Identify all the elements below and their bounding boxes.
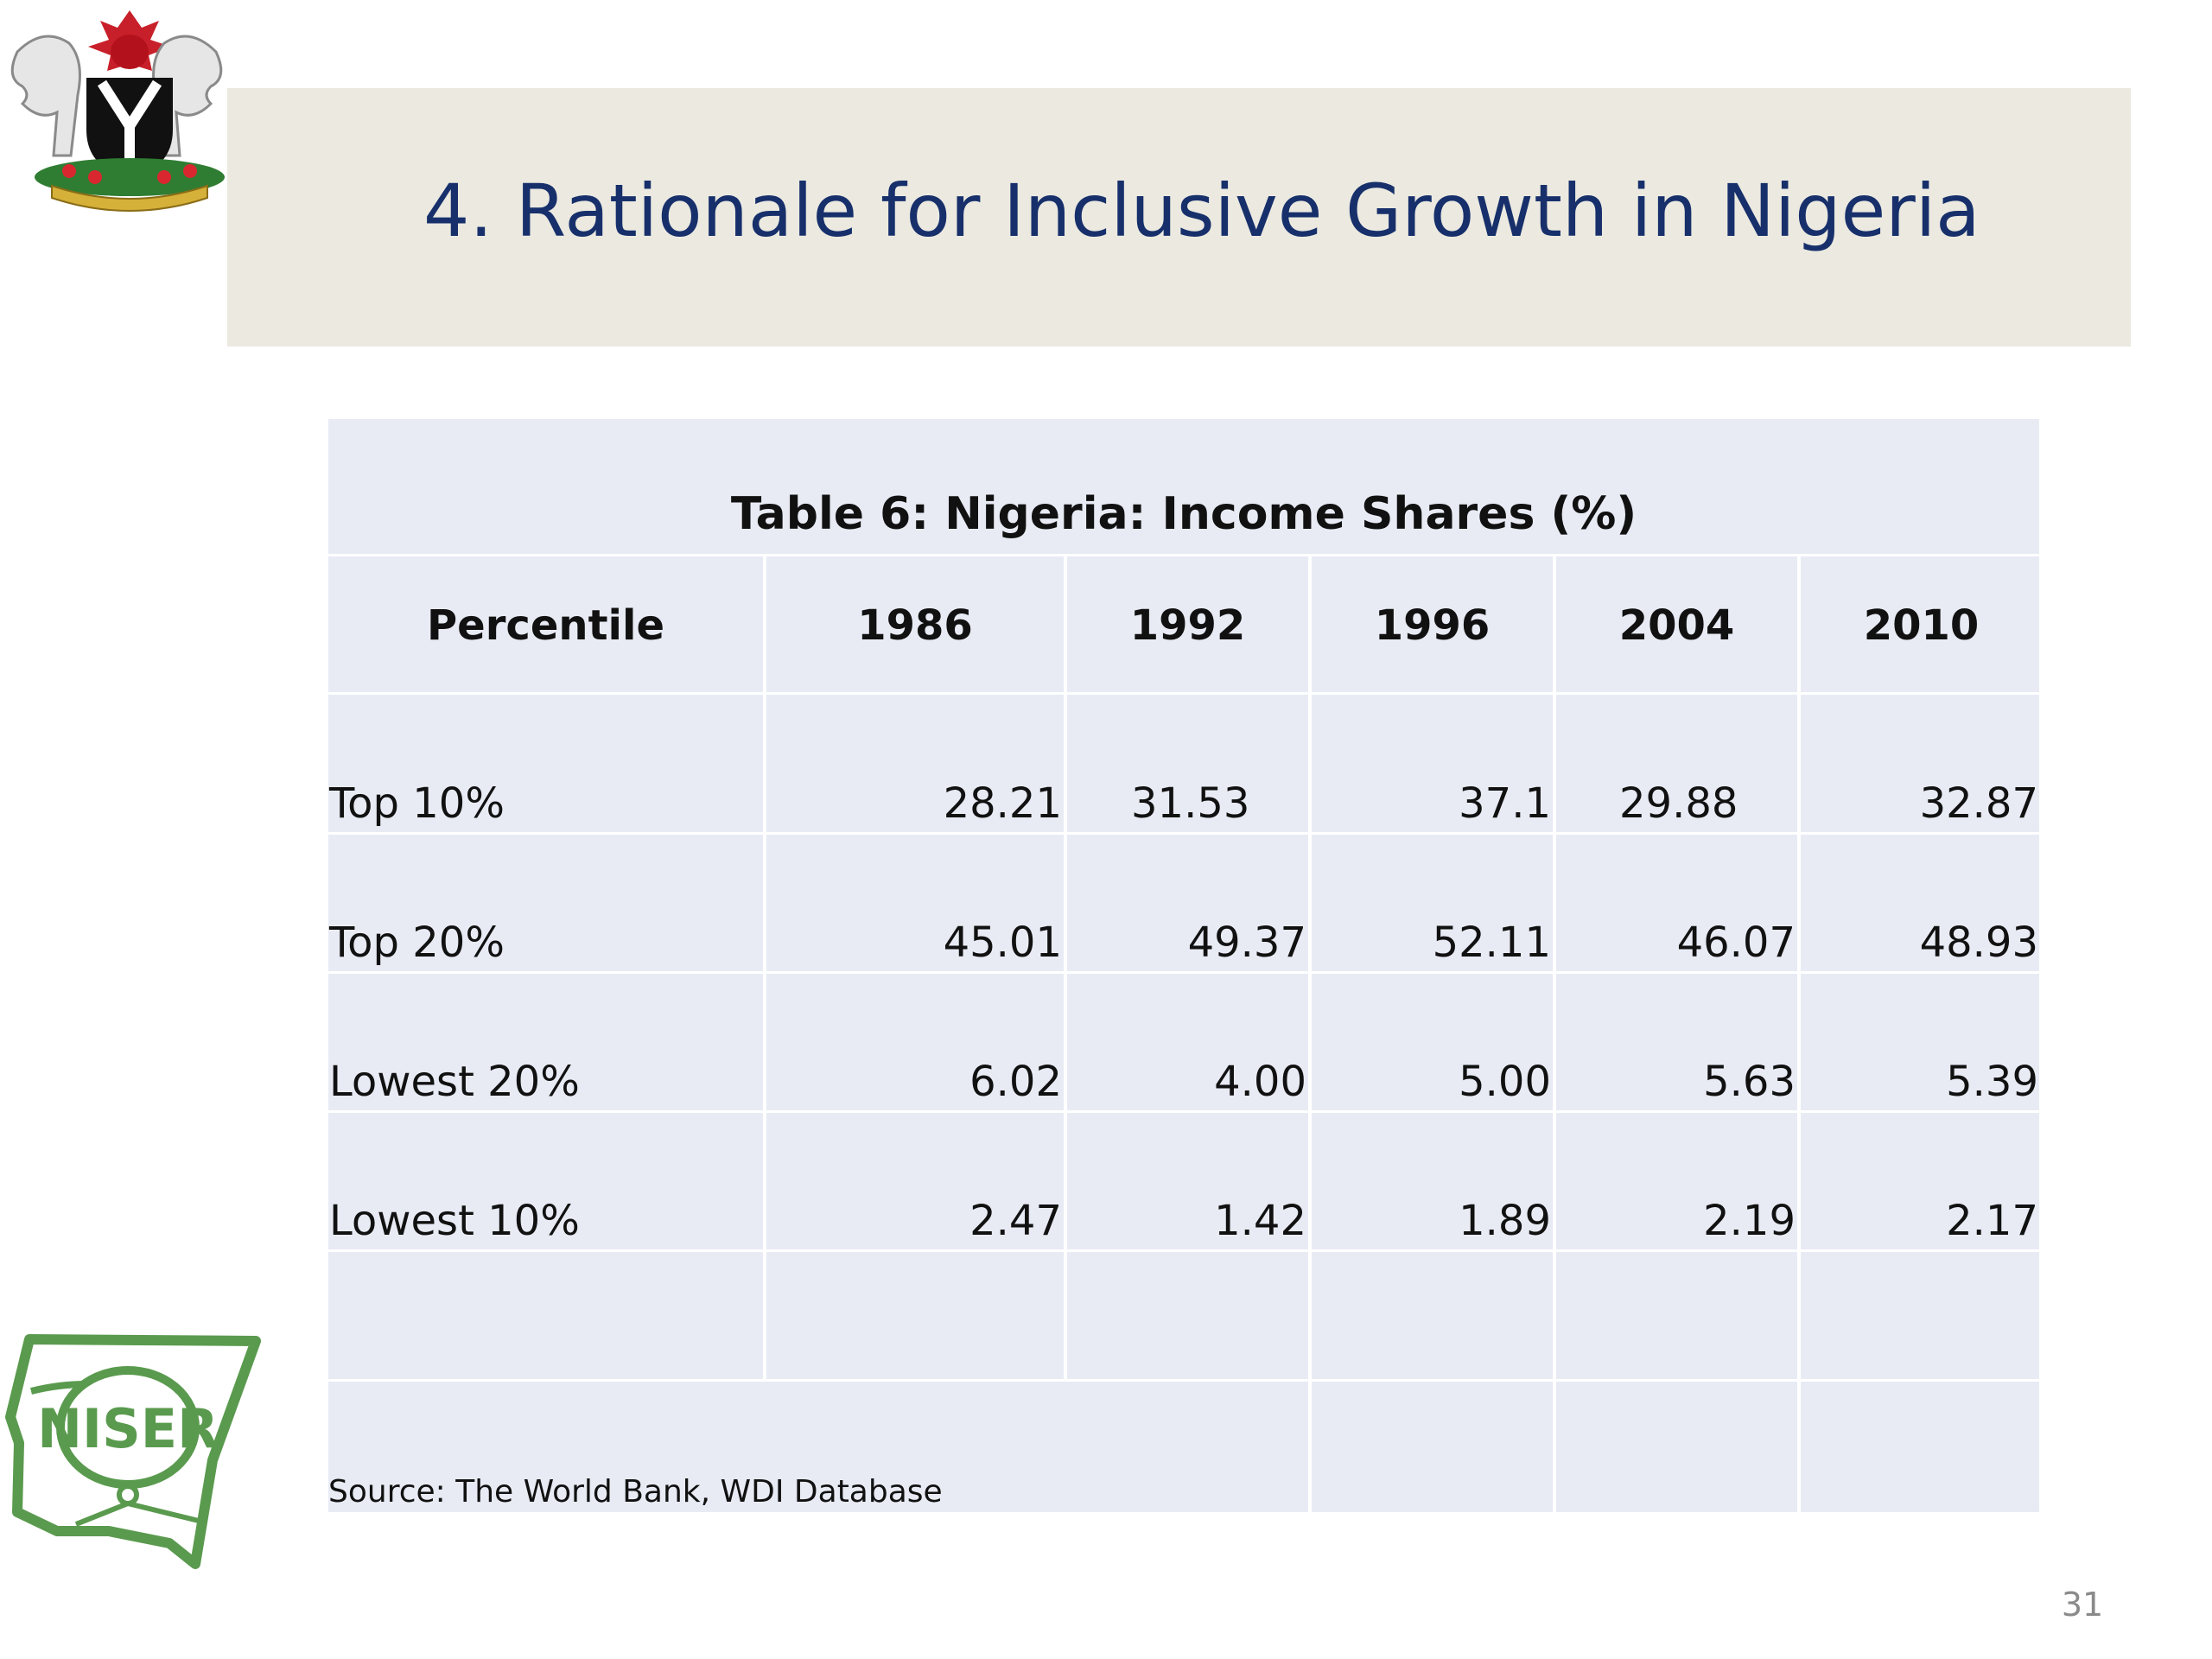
header-year: 2004 [1618,601,1735,650]
table-line [328,1249,2039,1252]
table-cell: 52.11 [1432,918,1551,967]
table-line [328,832,2039,835]
table-line [328,1379,2039,1382]
table-cell: 5.00 [1459,1058,1551,1106]
title-band [227,88,2131,346]
table-cell: 2.47 [969,1197,1062,1245]
table-cell: 29.88 [1619,779,1738,828]
niser-logo-text: NISER [37,1397,219,1460]
table-cell: 31.53 [1131,779,1250,828]
table-cell: 28.21 [943,779,1062,828]
table-cell: 45.01 [943,918,1062,967]
table-cell: 32.87 [1919,779,2038,828]
page-number: 31 [2061,1586,2104,1624]
table-line [328,554,2039,556]
table-line [1797,556,1801,1512]
header-year: 1986 [857,601,973,650]
header-year: 2010 [1863,601,1980,650]
table-line [328,1110,2039,1113]
table-cell: 48.93 [1919,918,2038,967]
row-label: Top 20% [329,918,505,967]
table-line [328,971,2039,974]
row-label: Lowest 10% [329,1197,580,1245]
row-label: Top 10% [329,779,505,828]
table-cell: 6.02 [969,1058,1062,1106]
row-label: Lowest 20% [329,1058,580,1106]
table-cell: 5.63 [1703,1058,1796,1106]
table-line [1553,556,1556,1512]
coat-of-arms-icon [10,10,225,212]
table-cell: 37.1 [1459,779,1551,828]
table-cell: 4.00 [1214,1058,1306,1106]
table-caption: Table 6: Nigeria: Income Shares (%) [730,488,1637,540]
table-line [328,692,2039,695]
niser-logo: NISER [5,1334,261,1569]
slide-title: 4. Rationale for Inclusive Growth in Nig… [423,168,1980,253]
header-percentile: Percentile [427,601,664,650]
table-cell: 1.42 [1214,1197,1306,1245]
table-cell: 46.07 [1676,918,1796,967]
table-line [1308,556,1312,1512]
income-shares-table [328,419,2039,1512]
header-year: 1992 [1129,601,1246,650]
table-cell: 5.39 [1946,1058,2038,1106]
table-source-note: Source: The World Bank, WDI Database [328,1474,943,1510]
table-cell: 2.17 [1946,1197,2038,1245]
table-line [1064,556,1067,1381]
table-cell: 2.19 [1703,1197,1796,1245]
table-cell: 49.37 [1187,918,1306,967]
table-line [763,556,766,1381]
header-year: 1996 [1374,601,1491,650]
table-cell: 1.89 [1459,1197,1551,1245]
